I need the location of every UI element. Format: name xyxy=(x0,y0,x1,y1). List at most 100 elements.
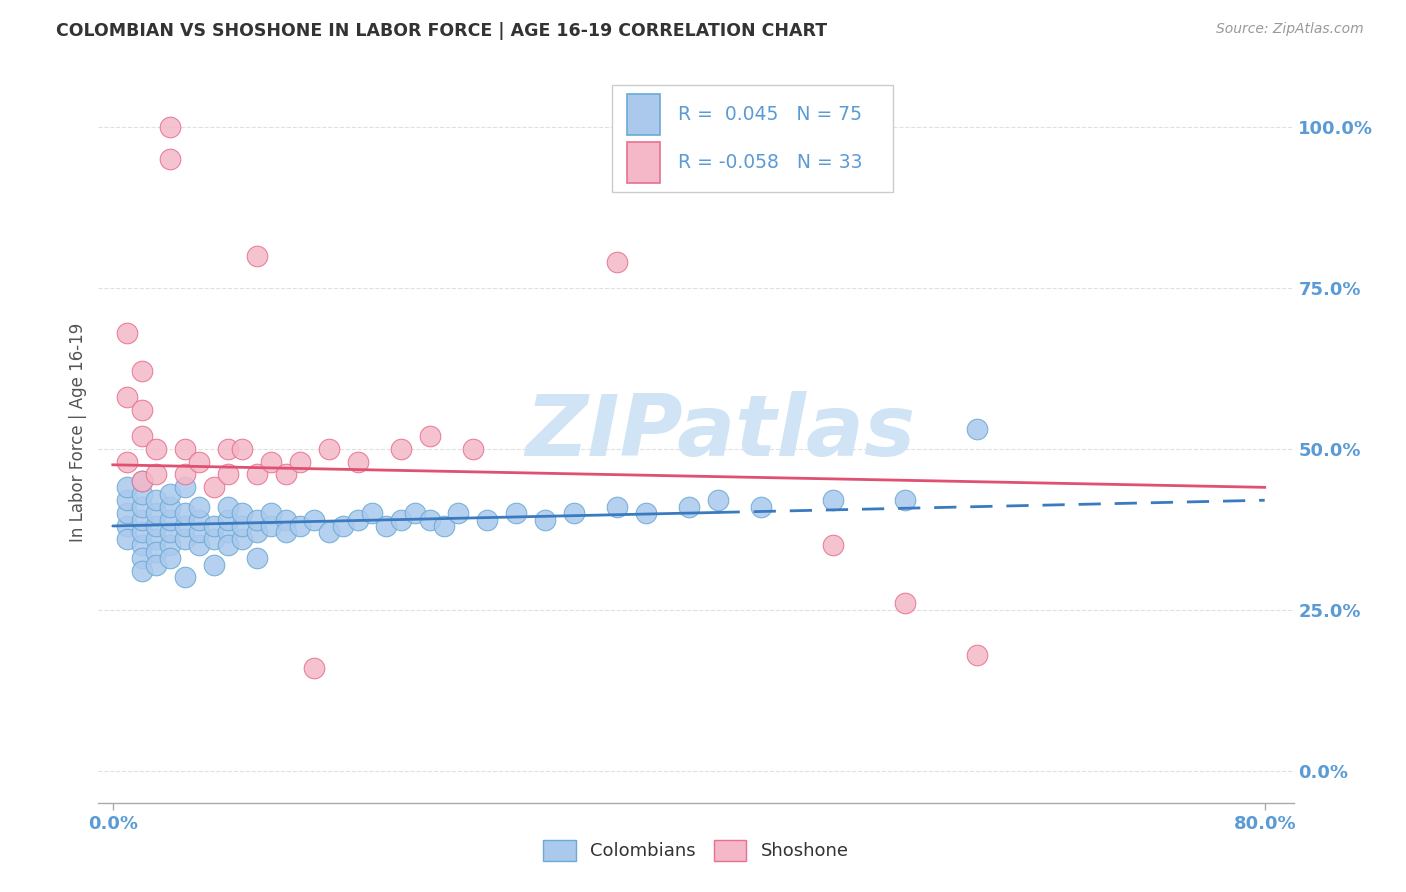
Point xyxy=(173,442,195,456)
Point xyxy=(634,506,657,520)
Point xyxy=(159,551,181,566)
Point xyxy=(159,500,181,514)
Point xyxy=(145,558,167,572)
Point xyxy=(246,512,269,526)
Point xyxy=(606,255,628,269)
Point xyxy=(606,500,628,514)
Text: R = -0.058   N = 33: R = -0.058 N = 33 xyxy=(678,153,862,172)
Point xyxy=(131,364,153,378)
Point xyxy=(246,551,269,566)
Point xyxy=(217,512,239,526)
Point xyxy=(131,525,153,540)
Point xyxy=(173,480,195,494)
Point xyxy=(173,532,195,546)
Point xyxy=(202,558,225,572)
Point xyxy=(375,519,398,533)
Point xyxy=(115,532,138,546)
Point xyxy=(288,519,311,533)
Point xyxy=(202,532,225,546)
Point xyxy=(145,519,167,533)
Point xyxy=(231,519,253,533)
Point xyxy=(260,506,283,520)
Point xyxy=(131,551,153,566)
Point xyxy=(159,152,181,166)
Point xyxy=(188,500,211,514)
Point xyxy=(131,500,153,514)
Point xyxy=(145,493,167,508)
Text: ZIPatlas: ZIPatlas xyxy=(524,391,915,475)
Point xyxy=(159,525,181,540)
Point xyxy=(145,467,167,482)
Point xyxy=(260,454,283,468)
Point xyxy=(893,596,915,610)
Point xyxy=(304,660,326,674)
Point xyxy=(217,538,239,552)
Point xyxy=(274,512,297,526)
Point xyxy=(332,519,354,533)
Point xyxy=(131,429,153,443)
Point xyxy=(346,512,368,526)
Point xyxy=(173,519,195,533)
Point xyxy=(461,442,484,456)
Point xyxy=(188,512,211,526)
Point xyxy=(115,390,138,404)
Point xyxy=(231,442,253,456)
Point xyxy=(389,442,412,456)
Point xyxy=(389,512,412,526)
Point xyxy=(288,454,311,468)
FancyBboxPatch shape xyxy=(627,95,661,135)
Point xyxy=(131,474,153,488)
Point xyxy=(145,545,167,559)
Point xyxy=(419,512,441,526)
Point xyxy=(159,512,181,526)
Text: COLOMBIAN VS SHOSHONE IN LABOR FORCE | AGE 16-19 CORRELATION CHART: COLOMBIAN VS SHOSHONE IN LABOR FORCE | A… xyxy=(56,22,827,40)
Point xyxy=(246,467,269,482)
Point xyxy=(533,512,555,526)
Point xyxy=(678,500,700,514)
Point xyxy=(821,538,844,552)
Point xyxy=(115,326,138,340)
Point xyxy=(188,538,211,552)
Point xyxy=(274,525,297,540)
Point xyxy=(419,429,441,443)
Point xyxy=(274,467,297,482)
FancyBboxPatch shape xyxy=(613,85,893,192)
Point xyxy=(145,532,167,546)
Point xyxy=(115,506,138,520)
Legend: Colombians, Shoshone: Colombians, Shoshone xyxy=(536,832,856,868)
Point xyxy=(477,512,499,526)
Point xyxy=(217,525,239,540)
Point xyxy=(115,493,138,508)
Point xyxy=(318,525,340,540)
Point xyxy=(562,506,585,520)
Point xyxy=(173,467,195,482)
Point xyxy=(246,249,269,263)
Point xyxy=(115,454,138,468)
Point xyxy=(231,532,253,546)
Point xyxy=(159,538,181,552)
Point xyxy=(159,120,181,134)
Point xyxy=(966,422,988,436)
Point xyxy=(173,570,195,584)
Point xyxy=(115,519,138,533)
Point xyxy=(318,442,340,456)
Point xyxy=(361,506,384,520)
Point xyxy=(217,442,239,456)
Point xyxy=(893,493,915,508)
Point xyxy=(433,519,456,533)
Point xyxy=(145,442,167,456)
Point xyxy=(115,480,138,494)
Point xyxy=(246,525,269,540)
Point xyxy=(131,403,153,417)
Y-axis label: In Labor Force | Age 16-19: In Labor Force | Age 16-19 xyxy=(69,323,87,542)
Point xyxy=(202,480,225,494)
Point xyxy=(188,454,211,468)
Point xyxy=(131,538,153,552)
Point xyxy=(145,506,167,520)
Text: R =  0.045   N = 75: R = 0.045 N = 75 xyxy=(678,105,862,124)
Point xyxy=(217,500,239,514)
Point xyxy=(173,506,195,520)
Point xyxy=(131,512,153,526)
Point xyxy=(966,648,988,662)
Point xyxy=(821,493,844,508)
